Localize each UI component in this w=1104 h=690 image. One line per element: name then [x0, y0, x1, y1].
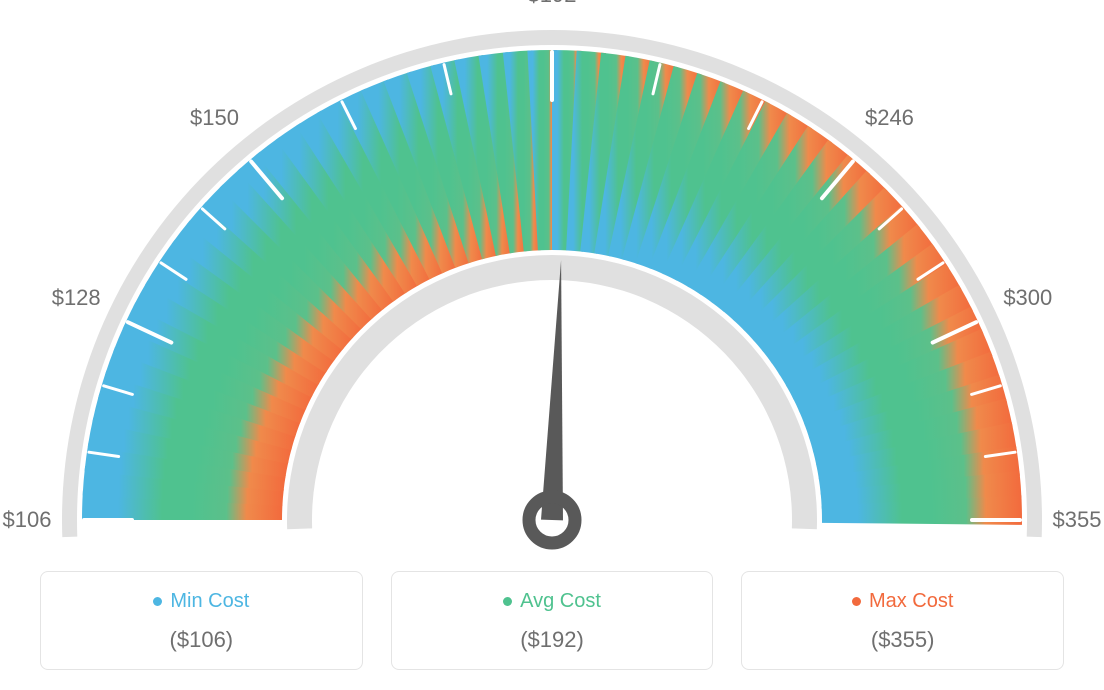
- gauge-tick-label: $192: [528, 0, 577, 8]
- legend-label-min: Min Cost: [170, 590, 249, 613]
- gauge-tick-label: $128: [52, 285, 101, 311]
- gauge-tick-label: $150: [190, 105, 239, 131]
- legend-value-min: ($106): [51, 627, 352, 653]
- legend-label-max: Max Cost: [869, 590, 953, 613]
- gauge-tick-label: $246: [865, 105, 914, 131]
- legend-card-max: Max Cost ($355): [741, 571, 1064, 670]
- legend-dot-max: [852, 597, 861, 606]
- legend-card-min: Min Cost ($106): [40, 571, 363, 670]
- legend-dot-avg: [503, 597, 512, 606]
- legend-card-avg: Avg Cost ($192): [391, 571, 714, 670]
- legend-value-avg: ($192): [402, 627, 703, 653]
- legend-label-avg: Avg Cost: [520, 590, 601, 613]
- gauge-tick-label: $355: [1053, 507, 1102, 533]
- gauge-tick-label: $106: [3, 507, 52, 533]
- cost-gauge: $106 $128 $150 $192 $246 $300 $355: [0, 0, 1104, 560]
- gauge-tick-label: $300: [1003, 285, 1052, 311]
- legend-row: Min Cost ($106) Avg Cost ($192) Max Cost…: [40, 571, 1064, 670]
- legend-dot-min: [153, 597, 162, 606]
- legend-value-max: ($355): [752, 627, 1053, 653]
